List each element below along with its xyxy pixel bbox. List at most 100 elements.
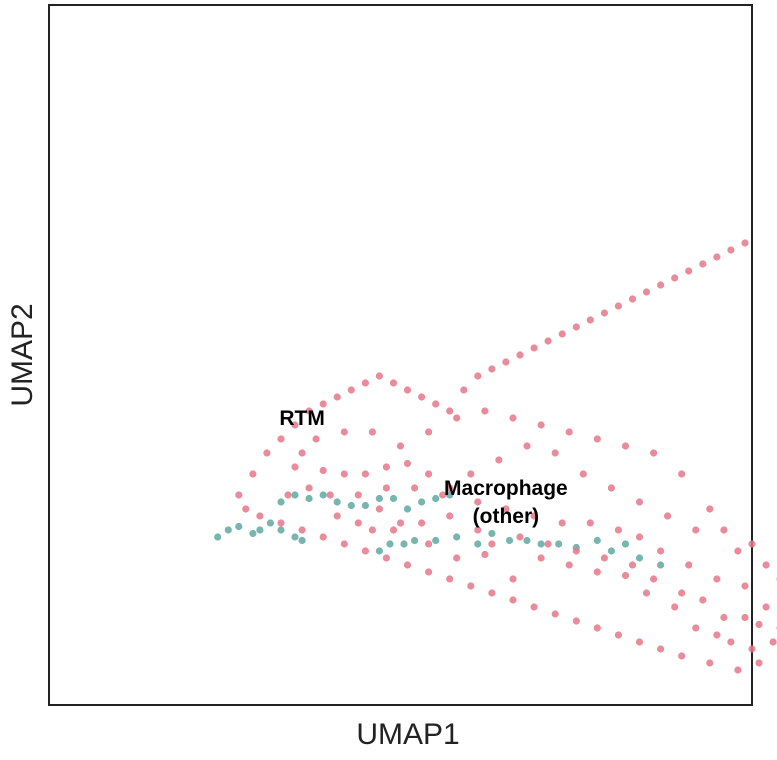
point-1-45	[523, 442, 531, 450]
point-1-51	[692, 526, 700, 534]
point-1-137	[488, 365, 496, 373]
point-1-47	[579, 470, 587, 478]
point-1-27	[530, 512, 538, 520]
point-0-14	[607, 547, 616, 555]
point-1-11	[650, 575, 658, 583]
point-1-13	[699, 596, 707, 604]
point-1-52	[720, 526, 728, 534]
point-1-128	[361, 379, 369, 387]
point-1-53	[748, 540, 756, 548]
point-1-130	[389, 379, 398, 387]
plot-frame	[48, 4, 753, 706]
point-0-30	[319, 491, 327, 499]
point-1-153	[713, 253, 721, 261]
point-1-113	[340, 540, 348, 548]
y-axis-title: UMAP2	[6, 303, 39, 406]
point-1-74	[305, 484, 313, 492]
point-1-123	[291, 421, 299, 429]
point-0-35	[389, 494, 398, 503]
point-1-95	[734, 666, 742, 674]
point-1-68	[396, 442, 405, 450]
point-1-63	[537, 421, 545, 429]
point-0-4	[432, 536, 440, 545]
point-1-152	[699, 260, 707, 268]
point-1-84	[572, 547, 580, 555]
point-1-125	[319, 400, 327, 408]
point-1-37	[298, 449, 306, 457]
point-1-32	[403, 459, 412, 468]
point-1-54	[762, 561, 770, 569]
point-1-31	[425, 470, 433, 478]
point-1-86	[628, 561, 637, 569]
point-1-64	[509, 414, 517, 422]
point-1-139	[516, 351, 524, 359]
point-0-22	[256, 526, 264, 534]
point-0-38	[432, 494, 440, 503]
point-1-7	[537, 554, 545, 562]
point-1-103	[551, 610, 559, 618]
point-1-97	[678, 652, 686, 660]
point-1-93	[769, 638, 777, 646]
point-1-102	[572, 617, 580, 625]
point-1-146	[614, 302, 623, 310]
labels-layer: RTM Macrophage (other)	[279, 407, 567, 528]
point-1-150	[671, 274, 679, 282]
point-1-35	[340, 470, 348, 478]
point-1-44	[495, 456, 503, 464]
point-1-72	[291, 463, 299, 471]
point-1-19	[741, 582, 749, 590]
point-1-6	[509, 575, 517, 583]
point-1-92	[748, 645, 756, 653]
point-1-83	[544, 540, 552, 548]
point-0-36	[403, 505, 412, 513]
point-1-25	[586, 519, 594, 527]
point-1-120	[249, 470, 257, 478]
point-1-124	[305, 407, 313, 415]
point-1-15	[741, 613, 749, 622]
point-1-3	[425, 540, 433, 548]
point-1-59	[650, 449, 658, 457]
point-1-4	[453, 554, 461, 562]
point-1-121	[263, 449, 271, 457]
point-1-98	[657, 645, 665, 653]
point-1-23	[635, 533, 644, 541]
point-0-28	[291, 491, 299, 499]
point-1-101	[593, 624, 601, 632]
point-1-49	[635, 498, 644, 506]
point-1-40	[382, 484, 390, 492]
point-1-78	[418, 519, 426, 527]
point-0-0	[375, 547, 383, 555]
point-1-111	[382, 554, 390, 562]
point-1-1	[368, 526, 376, 534]
point-1-100	[614, 631, 623, 639]
point-0-6	[474, 540, 482, 548]
series-1	[235, 239, 777, 674]
point-1-58	[678, 470, 686, 478]
point-1-91	[727, 638, 735, 646]
point-1-24	[614, 526, 623, 534]
point-1-147	[628, 295, 637, 303]
point-1-129	[375, 372, 383, 380]
point-1-110	[403, 561, 412, 569]
point-1-106	[488, 589, 496, 597]
point-1-96	[706, 659, 714, 667]
point-0-7	[488, 529, 496, 538]
point-1-135	[460, 386, 468, 394]
points-layer	[214, 239, 777, 674]
point-0-34	[375, 494, 383, 503]
point-1-22	[657, 547, 665, 555]
point-0-16	[635, 554, 644, 562]
point-0-15	[621, 540, 630, 548]
point-0-11	[555, 540, 563, 548]
point-0-17	[657, 561, 665, 569]
point-1-61	[593, 435, 601, 443]
point-1-81	[488, 540, 496, 548]
point-1-56	[734, 547, 742, 555]
point-1-107	[467, 582, 475, 590]
series-0	[214, 491, 665, 569]
point-1-62	[565, 428, 573, 436]
point-1-127	[347, 386, 355, 394]
point-1-126	[333, 393, 341, 401]
point-1-114	[319, 533, 327, 541]
point-1-48	[607, 484, 616, 492]
